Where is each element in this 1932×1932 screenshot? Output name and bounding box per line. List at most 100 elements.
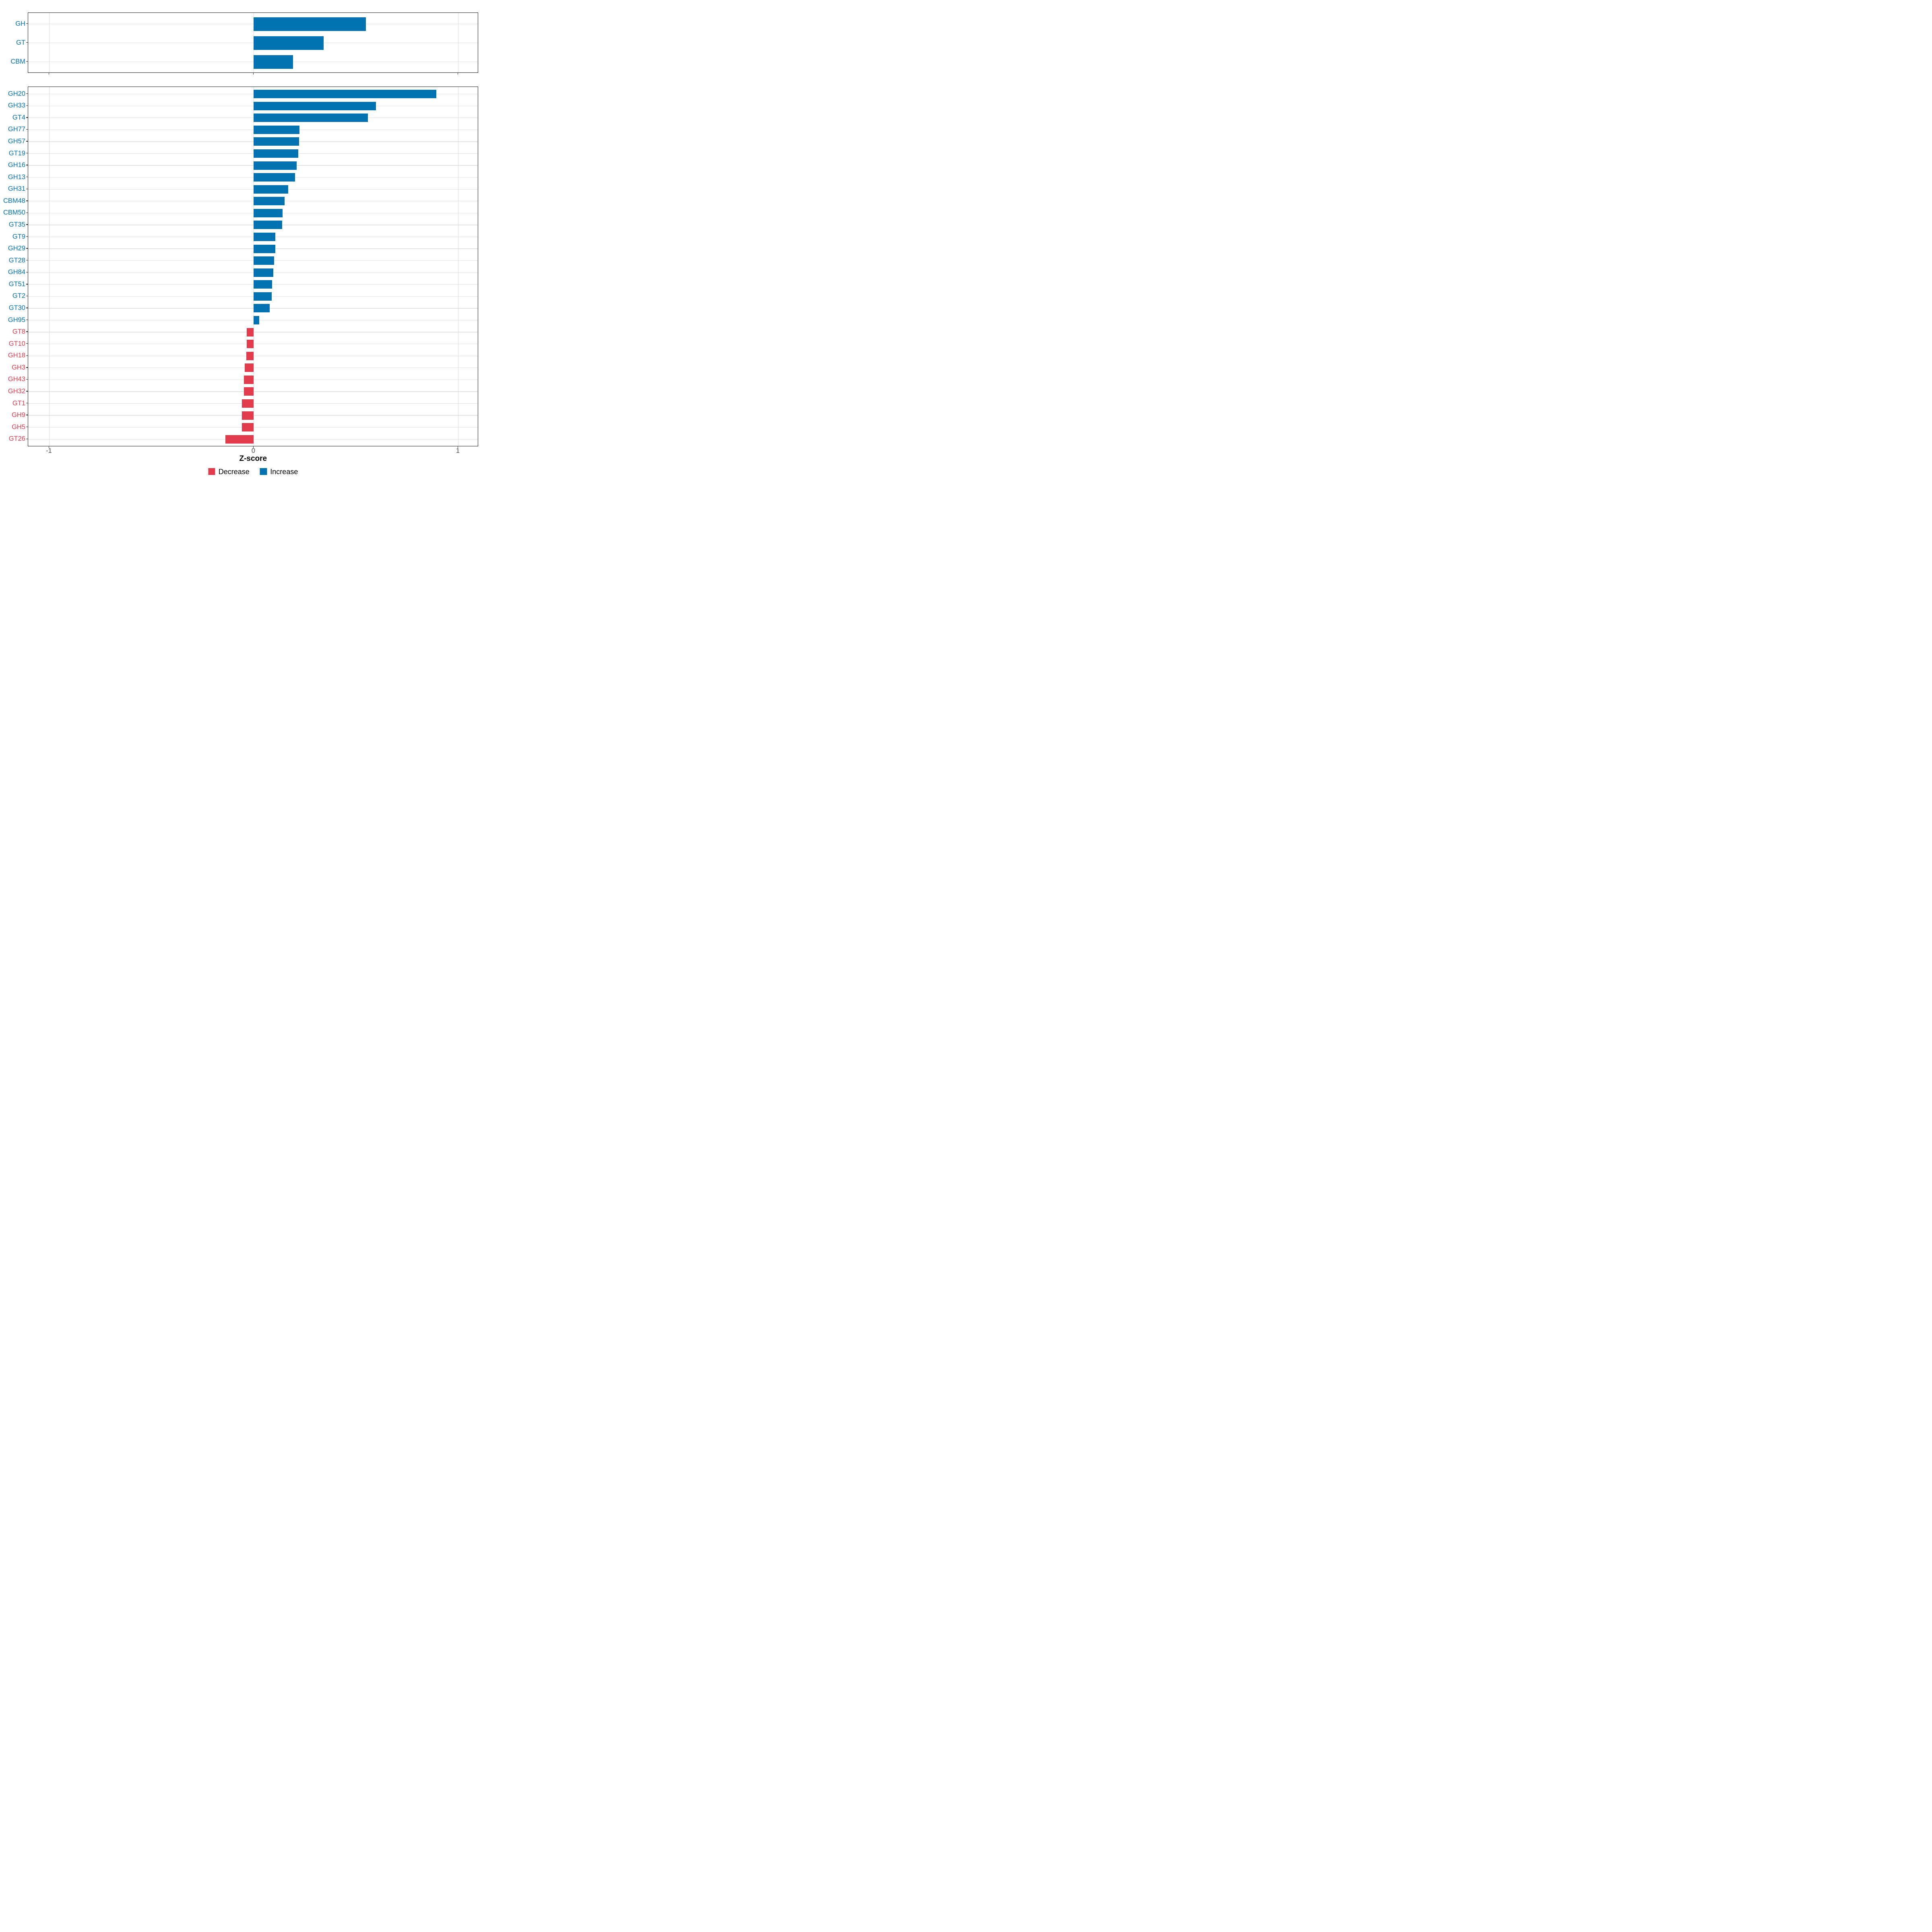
y-axis-label-CBM48: CBM48	[3, 197, 25, 204]
y-tick-GH77	[26, 129, 28, 130]
y-tick-GT4	[26, 117, 28, 118]
gridline-row-GH31	[28, 189, 478, 190]
y-axis-label-GH: GH	[15, 20, 25, 27]
y-axis-label-GH18: GH18	[8, 351, 25, 359]
y-axis-label-GH20: GH20	[8, 90, 25, 97]
bar-GH84	[254, 268, 273, 277]
gridline-row-GT2	[28, 296, 478, 297]
y-tick-GT35	[26, 224, 28, 225]
bar-GT10	[246, 340, 254, 349]
zscore-bar-chart-figure: -1 0 1 Z-score Decrease Increase GH GT CBM…	[0, 0, 483, 483]
y-axis-label-GT10: GT10	[8, 340, 25, 347]
y-axis-label-GT1: GT1	[12, 399, 25, 407]
panel-cazyme-classes	[28, 12, 479, 73]
x-tick-panel1-0	[253, 446, 254, 448]
bar-GT35	[254, 221, 283, 229]
bar-GT4	[254, 114, 368, 122]
bar-GT51	[254, 280, 272, 289]
y-axis-label-GH31: GH31	[8, 185, 25, 192]
x-tick-label-0: -1	[46, 447, 52, 454]
legend-swatch-increase	[260, 468, 267, 475]
bar-GT26	[225, 435, 254, 444]
y-axis-label-CBM50: CBM50	[3, 209, 25, 217]
gridline-row-GT28	[28, 260, 478, 261]
y-tick-GT8	[26, 331, 28, 332]
y-axis-label-GT51: GT51	[8, 280, 25, 288]
y-axis-label-GT28: GT28	[8, 256, 25, 264]
y-axis-label-GH33: GH33	[8, 102, 25, 109]
bar-GH	[254, 17, 366, 31]
bar-GH43	[244, 375, 254, 384]
bar-GT28	[254, 256, 274, 265]
legend: Decrease Increase	[208, 468, 298, 475]
bar-GH95	[254, 316, 259, 325]
bar-GH20	[254, 90, 437, 99]
bar-CBM48	[254, 197, 285, 206]
gridline-row-GH29	[28, 248, 478, 249]
panel-cazyme-families	[28, 87, 479, 446]
y-axis-label-GH13: GH13	[8, 173, 25, 181]
legend-item-increase: Increase	[260, 468, 298, 475]
gridline-row-GH84	[28, 272, 478, 273]
bar-GH57	[254, 137, 299, 146]
y-axis-label-GH5: GH5	[12, 423, 25, 431]
y-axis-label-GH3: GH3	[12, 363, 25, 371]
legend-label-decrease: Decrease	[218, 467, 250, 476]
y-tick-GT10	[26, 343, 28, 344]
y-axis-label-GH9: GH9	[12, 411, 25, 419]
x-tick-panel0-0	[253, 73, 254, 75]
y-axis-label-GT19: GT19	[8, 149, 25, 157]
y-axis-label-GT: GT	[16, 39, 25, 46]
y-tick-GT	[26, 42, 28, 43]
bar-GH13	[254, 173, 295, 182]
y-axis-label-GH43: GH43	[8, 376, 25, 383]
y-tick-GT9	[26, 236, 28, 237]
y-axis-label-GH57: GH57	[8, 137, 25, 145]
gridline-x--1	[49, 87, 50, 446]
bar-GT19	[254, 149, 298, 158]
y-axis-label-GH29: GH29	[8, 244, 25, 252]
bar-GH9	[242, 411, 254, 420]
legend-label-increase: Increase	[270, 467, 298, 476]
y-axis-label-GT30: GT30	[8, 304, 25, 312]
bar-GH5	[242, 423, 254, 432]
bar-GT9	[254, 233, 276, 242]
y-axis-label-GT35: GT35	[8, 221, 25, 228]
bar-GH29	[254, 244, 275, 253]
gridline-row-GH13	[28, 177, 478, 178]
bar-GH33	[254, 101, 376, 110]
y-axis-label-GH77: GH77	[8, 126, 25, 133]
x-tick-label-1: 0	[251, 447, 256, 454]
y-axis-label-GH32: GH32	[8, 387, 25, 395]
bar-GT1	[242, 399, 254, 408]
gridline-row-GH57	[28, 141, 478, 142]
bar-GH3	[244, 363, 254, 372]
y-axis-label-GT8: GT8	[12, 328, 25, 335]
x-tick-label-2: 1	[456, 447, 460, 454]
legend-item-decrease: Decrease	[208, 468, 250, 475]
bar-GH31	[254, 185, 288, 194]
y-axis-label-GT2: GT2	[12, 292, 25, 300]
bar-GT8	[247, 328, 254, 336]
y-axis-label-GH95: GH95	[8, 316, 25, 324]
bar-GT2	[254, 292, 272, 301]
gridline-x--1	[49, 12, 50, 72]
x-axis-title: Z-score	[239, 454, 267, 463]
y-axis-label-GH16: GH16	[8, 161, 25, 169]
bar-CBM	[254, 55, 293, 69]
bar-CBM50	[254, 208, 283, 217]
y-axis-label-GH84: GH84	[8, 268, 25, 276]
y-tick-GH33	[26, 105, 28, 106]
y-tick-GH43	[26, 379, 28, 380]
y-tick-CBM	[26, 61, 28, 62]
y-axis-label-CBM: CBM	[10, 58, 25, 65]
y-axis-label-GT4: GT4	[12, 114, 25, 121]
bar-GH32	[244, 387, 254, 396]
y-tick-GH18	[26, 355, 28, 356]
y-tick-GH20	[26, 93, 28, 94]
bar-GT30	[254, 304, 270, 313]
y-axis-label-GT26: GT26	[8, 435, 25, 442]
bar-GH18	[246, 351, 254, 360]
bar-GH77	[254, 125, 299, 134]
bar-GH16	[254, 161, 297, 170]
